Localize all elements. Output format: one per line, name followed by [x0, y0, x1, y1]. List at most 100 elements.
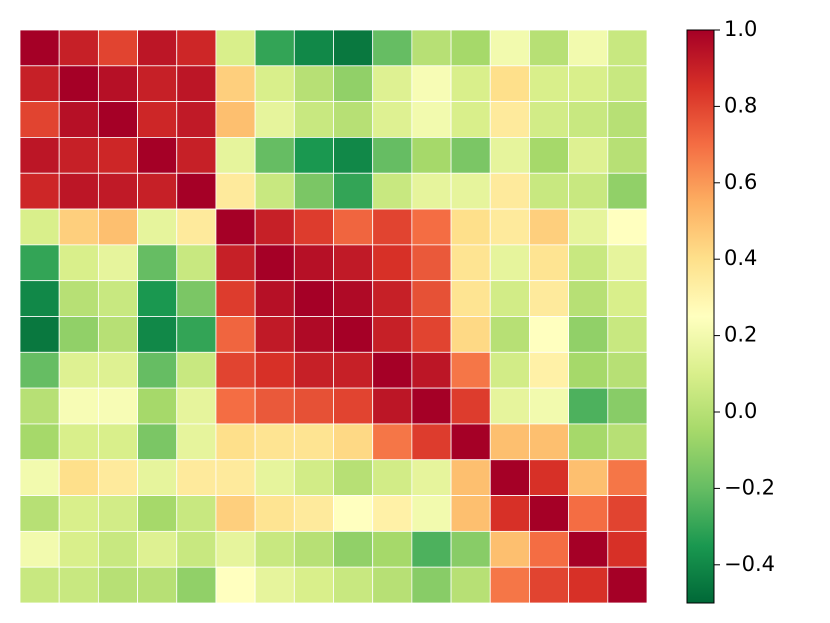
heatmap-cell	[529, 316, 570, 353]
heatmap-cell	[411, 566, 452, 604]
heatmap-cell	[19, 459, 60, 496]
heatmap-cell	[607, 172, 648, 210]
heatmap-cell	[529, 423, 570, 461]
heatmap-cell	[333, 316, 374, 353]
heatmap-cell	[215, 29, 256, 67]
heatmap-cell	[137, 208, 178, 246]
heatmap-cell	[97, 65, 138, 103]
heatmap-cell	[58, 459, 99, 496]
heatmap-cell	[19, 280, 60, 317]
heatmap-cell	[137, 29, 178, 67]
heatmap-cell	[215, 459, 256, 496]
heatmap-cell	[411, 387, 452, 425]
heatmap-cell	[58, 280, 99, 317]
heatmap-cell	[215, 423, 256, 461]
heatmap-cell	[97, 459, 138, 496]
heatmap-cell	[333, 351, 374, 389]
heatmap-cell	[254, 316, 295, 353]
heatmap-cell	[450, 172, 491, 210]
heatmap-cell	[372, 172, 413, 210]
heatmap-cell	[489, 172, 530, 210]
heatmap-cell	[450, 495, 491, 532]
heatmap-cell	[568, 101, 609, 138]
heatmap-cell	[607, 280, 648, 317]
heatmap-cell	[176, 495, 217, 532]
heatmap-cell	[372, 459, 413, 496]
heatmap-cell	[137, 244, 178, 282]
heatmap-cell	[97, 208, 138, 246]
heatmap-cell	[97, 495, 138, 532]
heatmap-cell	[176, 423, 217, 461]
heatmap-cell	[58, 172, 99, 210]
heatmap-cell	[137, 423, 178, 461]
heatmap-cell	[411, 280, 452, 317]
heatmap-cell	[176, 530, 217, 568]
heatmap-cell	[529, 459, 570, 496]
heatmap-cell	[254, 495, 295, 532]
heatmap-cell	[450, 351, 491, 389]
heatmap-cell	[333, 244, 374, 282]
heatmap-cell	[411, 29, 452, 67]
heatmap-cell	[254, 137, 295, 174]
heatmap-cell	[58, 495, 99, 532]
heatmap-cell	[568, 280, 609, 317]
heatmap-cell	[19, 172, 60, 210]
heatmap-cell	[372, 351, 413, 389]
colorbar-tick-label: 1.0	[724, 17, 757, 41]
heatmap-cell	[176, 244, 217, 282]
heatmap-cell	[333, 172, 374, 210]
heatmap-cell	[529, 566, 570, 604]
heatmap-cell	[333, 459, 374, 496]
heatmap-cell	[176, 137, 217, 174]
heatmap-cell	[254, 387, 295, 425]
heatmap-cell	[489, 530, 530, 568]
heatmap-cell	[58, 101, 99, 138]
heatmap-cell	[489, 566, 530, 604]
heatmap-cell	[176, 208, 217, 246]
heatmap-cell	[215, 244, 256, 282]
heatmap-cell	[254, 244, 295, 282]
heatmap-cell	[19, 316, 60, 353]
heatmap-cell	[607, 566, 648, 604]
heatmap-cell	[529, 208, 570, 246]
heatmap-cell	[411, 459, 452, 496]
heatmap-cell	[293, 208, 334, 246]
heatmap-cell	[19, 530, 60, 568]
heatmap-cell	[137, 65, 178, 103]
heatmap-cell	[450, 280, 491, 317]
heatmap-cell	[97, 423, 138, 461]
heatmap-cell	[176, 459, 217, 496]
heatmap-cell	[489, 423, 530, 461]
heatmap-cell	[372, 244, 413, 282]
heatmap-cell	[607, 351, 648, 389]
heatmap-cell	[19, 65, 60, 103]
heatmap-cell	[568, 459, 609, 496]
heatmap-cell	[411, 423, 452, 461]
heatmap-cell	[489, 208, 530, 246]
heatmap-cell	[489, 316, 530, 353]
colorbar-tick-label: 0.6	[724, 170, 757, 194]
heatmap-cell	[293, 351, 334, 389]
colorbar	[686, 29, 715, 604]
heatmap-cell	[293, 29, 334, 67]
heatmap-cell	[333, 495, 374, 532]
heatmap-cell	[254, 280, 295, 317]
heatmap-cell	[333, 65, 374, 103]
heatmap-cell	[215, 208, 256, 246]
heatmap-cell	[568, 387, 609, 425]
heatmap-cell	[372, 101, 413, 138]
heatmap-cell	[176, 351, 217, 389]
heatmap-cell	[293, 387, 334, 425]
heatmap-cell	[254, 172, 295, 210]
heatmap-cell	[529, 137, 570, 174]
heatmap-cell	[137, 459, 178, 496]
heatmap-cell	[58, 65, 99, 103]
colorbar-tick-label: 0.8	[724, 93, 757, 117]
heatmap-cell	[97, 316, 138, 353]
heatmap-cell	[529, 65, 570, 103]
heatmap-cell	[176, 172, 217, 210]
colorbar-tick-label: −0.2	[724, 475, 775, 499]
heatmap-cell	[489, 29, 530, 67]
heatmap-cell	[607, 459, 648, 496]
